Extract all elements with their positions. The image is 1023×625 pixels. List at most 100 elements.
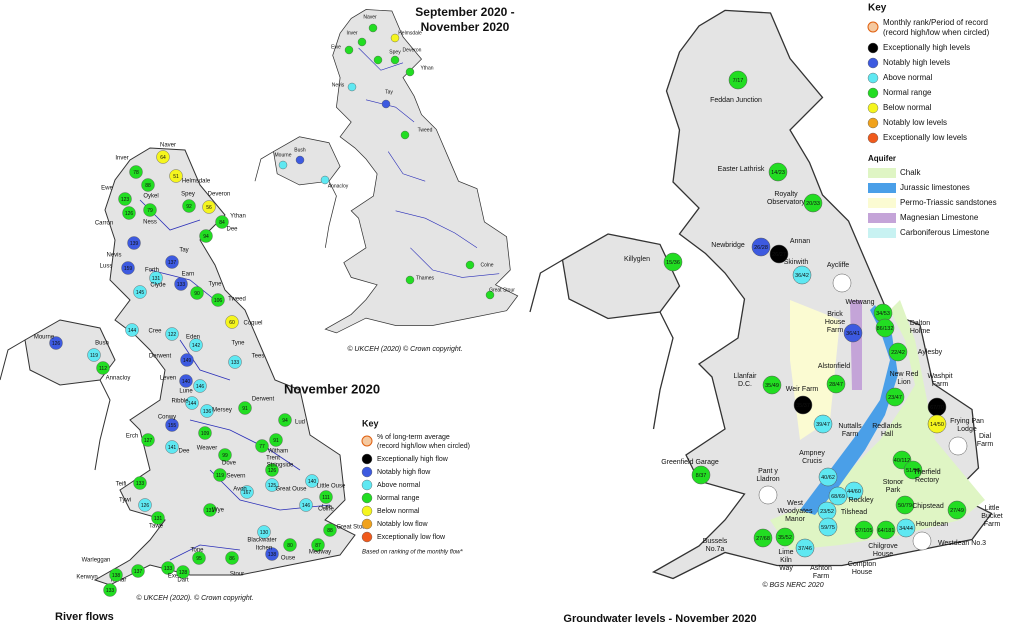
inset-marker [320, 175, 330, 185]
station-marker [96, 361, 110, 375]
site-label: Farm [932, 381, 949, 388]
inset-marker [405, 275, 415, 285]
aquifer-label: Carboniferous Limestone [900, 228, 990, 237]
site-label: Farm [984, 521, 1001, 528]
station-label: Annacloy [328, 183, 349, 189]
station-label: Ythan [230, 214, 246, 220]
station-marker [305, 474, 319, 488]
key-label: Below normal [377, 508, 420, 515]
site-label: D.C. [738, 381, 752, 388]
station-value: 149 [183, 358, 192, 364]
station-label: Tay [385, 89, 393, 95]
station-value: 155 [168, 423, 177, 429]
aquifer-swatch [868, 183, 896, 193]
station-value: 94 [282, 418, 288, 424]
station-label: Weaver [197, 446, 218, 452]
station-marker [199, 229, 213, 243]
station-marker [190, 286, 204, 300]
rivers [358, 47, 500, 278]
site-marker [912, 531, 932, 551]
station-marker [121, 261, 135, 275]
station-value: 145 [136, 290, 145, 296]
site-marker [818, 517, 838, 537]
key-swatch [361, 479, 373, 491]
station-value: 60 [229, 320, 235, 326]
site-label: Redlands [872, 423, 902, 430]
inset-marker [405, 67, 415, 77]
station-marker [87, 348, 101, 362]
site-label: Weir Farm [786, 386, 819, 393]
station-marker [299, 498, 313, 512]
site-rank: 36/41 [846, 331, 860, 337]
station-marker [202, 200, 216, 214]
station-value: 138 [268, 552, 277, 558]
key-label: Notably low flow [377, 521, 429, 528]
station-label: Deveron [403, 47, 422, 53]
site-label: Nuttalls [838, 423, 862, 430]
station-marker [182, 199, 196, 213]
station-label: Inver [346, 30, 357, 36]
groundwater-title: Groundwater levels - November 2020 [563, 613, 756, 625]
inset-title: November 2020 [421, 20, 510, 34]
station-value: 133 [164, 566, 173, 572]
station-value: 87 [315, 543, 321, 549]
station-value: 167 [243, 490, 252, 496]
aquifer-swatch [868, 213, 896, 223]
station-marker [198, 426, 212, 440]
inset-marker [347, 82, 357, 92]
station-marker [143, 203, 157, 217]
station-marker [215, 215, 229, 229]
site-rank: 28/47 [829, 382, 843, 388]
key-swatch [867, 72, 879, 84]
site-marker [762, 375, 782, 395]
inset-marker [465, 260, 475, 270]
station-label: Tawe [149, 524, 164, 530]
site-rank: 34/53 [876, 311, 890, 317]
site-label: No.7a [706, 546, 725, 553]
station-value: 130 [260, 530, 269, 536]
station-value: 133 [231, 360, 240, 366]
station-marker [161, 561, 175, 575]
station-label: Derwent [149, 354, 172, 360]
key-swatch [361, 531, 373, 543]
aquifer-swatch [868, 228, 896, 238]
site-label: House [825, 319, 845, 326]
station-label: Nevis [106, 253, 121, 259]
station-label: Erch [126, 434, 138, 440]
site-rank: 20/33 [806, 201, 820, 207]
station-label: Little Ouse [317, 484, 346, 490]
station-marker [49, 336, 63, 350]
site-label: Easter Lathrisk [718, 166, 765, 173]
site-label: Aylesby [918, 349, 943, 356]
key-swatch [867, 102, 879, 114]
station-value: 126 [141, 503, 150, 509]
key-title: Key [362, 418, 379, 428]
key-swatch [867, 57, 879, 69]
site-label: Bussels [703, 538, 728, 545]
aquifer-title: Aquifer [868, 154, 896, 163]
site-marker [875, 318, 895, 338]
station-marker [138, 498, 152, 512]
site-marker [803, 193, 823, 213]
site-marker [885, 387, 905, 407]
station-marker [174, 277, 188, 291]
station-label: Medway [309, 550, 331, 556]
station-value: 139 [130, 241, 139, 247]
aquifer-label: Magnesian Limestone [900, 213, 979, 222]
station-label: Ouse [281, 556, 296, 562]
site-label: Annan [790, 238, 810, 245]
site-label: Farm [827, 327, 844, 334]
site-marker [753, 528, 773, 548]
site-label: Lion [897, 379, 910, 386]
site-rank: 36/42 [795, 273, 809, 279]
site-marker [758, 485, 778, 505]
station-value: 126 [52, 341, 61, 347]
station-value: 112 [99, 366, 107, 372]
station-marker [129, 165, 143, 179]
copyright: © UKCEH (2020) © Crown copyright. [347, 345, 462, 353]
station-marker [213, 468, 227, 482]
site-label: Farm [813, 573, 830, 580]
station-marker [278, 413, 292, 427]
site-label: Way [779, 565, 793, 572]
station-value: 119 [216, 473, 224, 479]
